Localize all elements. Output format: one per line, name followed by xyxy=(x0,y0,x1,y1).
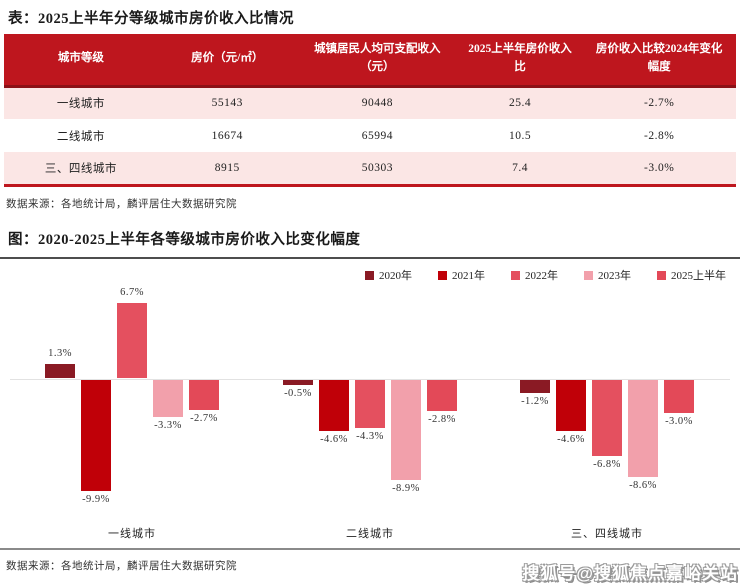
legend-label: 2022年 xyxy=(525,270,558,282)
legend-label: 2020年 xyxy=(379,270,412,282)
zero-axis-line xyxy=(10,378,730,380)
header-disposable-income: 城镇居民人均可支配收入（元） xyxy=(296,34,458,88)
bar-三、四线城市-2020年 xyxy=(520,379,550,394)
bar-一线城市-2020年 xyxy=(45,363,75,379)
bar-value-label: -3.3% xyxy=(154,419,182,431)
bar-value-label: -9.9% xyxy=(82,494,110,506)
cell-price: 8915 xyxy=(214,161,240,174)
legend-swatch-icon xyxy=(657,270,666,280)
bar-二线城市-2022年 xyxy=(355,379,385,429)
bar-value-label: 1.3% xyxy=(48,347,72,359)
legend-swatch-icon xyxy=(511,270,520,280)
cell-price: 16674 xyxy=(211,129,243,142)
bar-一线城市-2022年 xyxy=(117,302,147,379)
x-axis-label-0: 一线城市 xyxy=(108,527,156,540)
x-axis-label-1: 二线城市 xyxy=(346,527,394,540)
header-city-tier: 城市等级 xyxy=(4,34,158,88)
bar-一线城市-2023年 xyxy=(153,379,183,417)
legend-swatch-icon xyxy=(365,270,374,280)
cell-income: 90448 xyxy=(361,97,393,110)
bar-value-label: 6.7% xyxy=(120,286,144,298)
cell-change: -2.7% xyxy=(643,97,675,110)
bar-三、四线城市-2021年 xyxy=(556,379,586,432)
cell-price: 55143 xyxy=(211,97,243,110)
cell-change: -3.0% xyxy=(643,161,675,174)
cell-ratio: 25.4 xyxy=(508,97,532,110)
cell-tier: 三、四线城市 xyxy=(44,162,117,175)
header-change-vs-2024: 房价收入比较2024年变化幅度 xyxy=(582,34,736,88)
sohu-watermark: 搜狐号@搜狐焦点嘉峪关站 xyxy=(522,564,738,583)
chart-plot-area: 1.3% -9.9% 6.7% -3.3% -2.7% -0.5% -4.6% -4.3% -8… xyxy=(0,283,740,523)
bar-value-label: -0.5% xyxy=(284,388,312,400)
table-row: 一线城市 55143 90448 25.4 -2.7% xyxy=(4,86,736,119)
bar-value-label: -2.7% xyxy=(190,413,218,424)
cell-change: -2.8% xyxy=(643,129,675,142)
bar-chart: 2020年 2021年 2022年 2023年 2025上半年 1.3% -9.9% 6.7… xyxy=(0,256,740,550)
chart-x-axis: 一线城市 二线城市 三、四线城市 xyxy=(0,523,740,545)
chart-legend: 2020年 2021年 2022年 2023年 2025上半年 xyxy=(0,259,740,283)
cell-income: 65994 xyxy=(361,129,393,142)
legend-item-1: 2021年 xyxy=(438,267,485,283)
chart-source: 数据来源：各地统计局，麟评居住大数据研究院 xyxy=(6,560,237,572)
cell-income: 50303 xyxy=(361,161,393,174)
bar-二线城市-2025上半年 xyxy=(427,379,457,412)
bar-value-label: -4.6% xyxy=(557,434,585,446)
bar-value-label: -4.3% xyxy=(356,431,384,443)
bar-三、四线城市-2023年 xyxy=(628,379,658,477)
table-title: 表：2025上半年分等级城市房价收入比情况 xyxy=(8,11,294,27)
bar-二线城市-2021年 xyxy=(319,379,349,432)
legend-item-2: 2022年 xyxy=(511,267,558,283)
table-row: 二线城市 16674 65994 10.5 -2.8% xyxy=(4,119,736,152)
bar-value-label: -8.6% xyxy=(629,479,657,491)
cell-tier: 一线城市 xyxy=(56,98,105,111)
cell-ratio: 10.5 xyxy=(508,129,532,142)
bar-value-label: -2.8% xyxy=(428,414,456,426)
chart-title: 图：2020-2025上半年各等级城市房价收入比变化幅度 xyxy=(8,231,361,248)
bar-一线城市-2025上半年 xyxy=(189,379,219,410)
header-price-income-ratio: 2025上半年房价收入比 xyxy=(457,34,583,88)
bar-value-label: -8.9% xyxy=(392,483,420,495)
cell-tier: 二线城市 xyxy=(56,130,105,143)
table-source: 数据来源：各地统计局，麟评居住大数据研究院 xyxy=(6,198,237,210)
bar-二线城市-2023年 xyxy=(391,379,421,481)
bar-value-label: -3.0% xyxy=(665,416,693,428)
legend-swatch-icon xyxy=(584,270,593,280)
legend-item-3: 2023年 xyxy=(584,267,631,283)
header-house-price: 房价（元/㎡） xyxy=(157,34,297,88)
city-tier-table: 城市等级 房价（元/㎡） 城镇居民人均可支配收入（元） 2025上半年房价收入比… xyxy=(4,34,736,187)
legend-label: 2021年 xyxy=(452,270,485,282)
legend-swatch-icon xyxy=(438,270,447,280)
bar-三、四线城市-2025上半年 xyxy=(664,379,694,414)
legend-label: 2025上半年 xyxy=(671,270,726,282)
legend-item-0: 2020年 xyxy=(365,267,412,283)
cell-ratio: 7.4 xyxy=(512,161,528,174)
legend-label: 2023年 xyxy=(598,270,631,282)
legend-item-4: 2025上半年 xyxy=(657,267,726,283)
bar-三、四线城市-2022年 xyxy=(592,379,622,457)
x-axis-label-2: 三、四线城市 xyxy=(571,527,643,540)
bar-二线城市-2020年 xyxy=(283,379,313,386)
table-row: 三、四线城市 8915 50303 7.4 -3.0% xyxy=(4,152,736,185)
bar-value-label: -6.8% xyxy=(593,459,621,471)
bar-一线城市-2021年 xyxy=(81,379,111,492)
table-header-row: 城市等级 房价（元/㎡） 城镇居民人均可支配收入（元） 2025上半年房价收入比… xyxy=(4,34,736,88)
bar-value-label: -4.6% xyxy=(320,434,348,446)
bar-value-label: -1.2% xyxy=(521,396,549,408)
